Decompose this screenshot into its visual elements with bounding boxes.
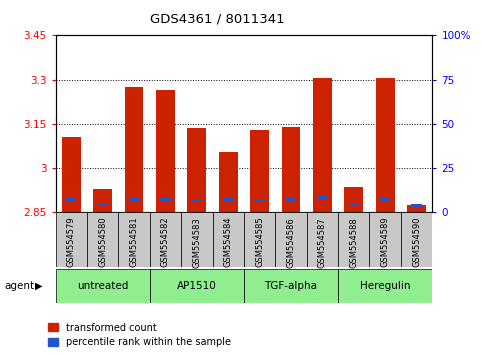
Bar xyxy=(250,130,269,212)
Text: GSM554580: GSM554580 xyxy=(98,217,107,267)
Text: GSM554581: GSM554581 xyxy=(129,217,139,267)
Bar xyxy=(118,212,150,267)
Bar xyxy=(244,269,338,303)
Bar xyxy=(56,269,150,303)
Text: GSM554582: GSM554582 xyxy=(161,217,170,267)
Bar xyxy=(181,212,213,267)
Bar xyxy=(376,78,395,212)
Bar xyxy=(313,78,332,212)
Bar xyxy=(412,205,422,207)
Bar xyxy=(98,203,108,206)
Bar xyxy=(369,212,401,267)
Bar xyxy=(160,198,170,201)
Text: GSM554587: GSM554587 xyxy=(318,217,327,268)
Bar xyxy=(56,212,87,267)
Bar xyxy=(344,187,363,212)
Text: GSM554584: GSM554584 xyxy=(224,217,233,267)
Bar xyxy=(338,212,369,267)
Text: untreated: untreated xyxy=(77,281,128,291)
Text: GSM554583: GSM554583 xyxy=(192,217,201,268)
Bar xyxy=(150,212,181,267)
Legend: transformed count, percentile rank within the sample: transformed count, percentile rank withi… xyxy=(48,322,231,347)
Text: ▶: ▶ xyxy=(35,281,43,291)
Bar xyxy=(223,198,233,201)
Bar xyxy=(317,196,327,199)
Bar xyxy=(150,269,244,303)
Bar xyxy=(156,90,175,212)
Bar xyxy=(282,127,300,212)
Text: GSM554589: GSM554589 xyxy=(381,217,390,267)
Text: GSM554579: GSM554579 xyxy=(67,217,76,267)
Text: GSM554586: GSM554586 xyxy=(286,217,296,268)
Bar xyxy=(129,198,139,201)
Text: GDS4361 / 8011341: GDS4361 / 8011341 xyxy=(150,12,284,25)
Bar xyxy=(349,203,359,206)
Bar xyxy=(125,87,143,212)
Text: GSM554585: GSM554585 xyxy=(255,217,264,267)
Text: TGF-alpha: TGF-alpha xyxy=(265,281,317,291)
Bar xyxy=(62,137,81,212)
Bar xyxy=(219,152,238,212)
Text: agent: agent xyxy=(5,281,35,291)
Bar xyxy=(338,269,432,303)
Bar xyxy=(380,198,390,201)
Bar xyxy=(213,212,244,267)
Bar xyxy=(275,212,307,267)
Text: GSM554588: GSM554588 xyxy=(349,217,358,268)
Bar xyxy=(87,212,118,267)
Bar xyxy=(255,199,265,202)
Bar xyxy=(401,212,432,267)
Text: GSM554590: GSM554590 xyxy=(412,217,421,267)
Bar xyxy=(307,212,338,267)
Text: AP1510: AP1510 xyxy=(177,281,217,291)
Bar xyxy=(93,189,112,212)
Bar xyxy=(192,199,202,202)
Bar xyxy=(286,198,296,201)
Bar xyxy=(407,205,426,212)
Bar xyxy=(66,198,76,201)
Bar xyxy=(244,212,275,267)
Text: Heregulin: Heregulin xyxy=(360,281,411,291)
Bar xyxy=(187,129,206,212)
